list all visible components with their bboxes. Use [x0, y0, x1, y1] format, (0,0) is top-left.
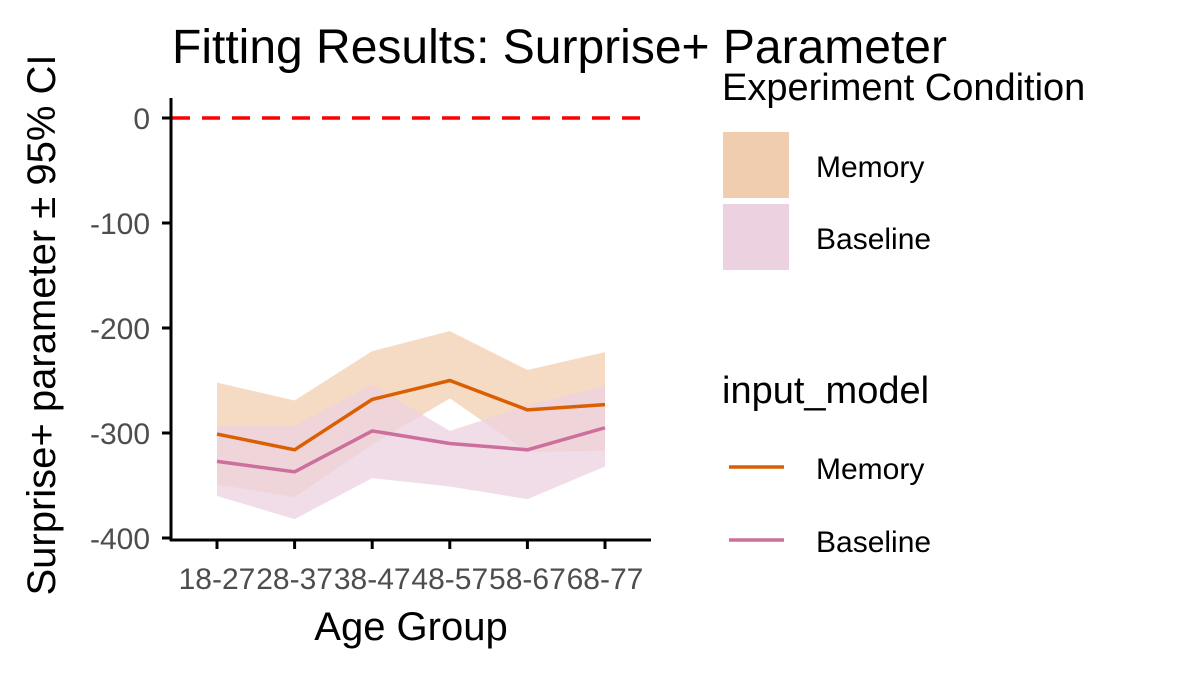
legend-key-memory-fill [723, 132, 789, 198]
series-line-baseline [216, 426, 606, 474]
legend-experiment-condition: Experiment Condition Memory Baseline [722, 67, 1085, 270]
series-lines [216, 378, 606, 474]
ci-ribbons [217, 331, 605, 520]
x-ticks: 18-27 28-37 38-47 48-57 58-67 68-77 [179, 540, 644, 596]
legend-label-baseline: Baseline [816, 223, 931, 256]
chart-title: Fitting Results: Surprise+ Parameter [172, 21, 947, 74]
y-tick-label: -300 [90, 418, 150, 451]
plot-area [172, 116, 651, 520]
y-tick-label: 0 [133, 103, 150, 136]
legend-label-memory: Memory [816, 151, 924, 184]
x-tick-label: 48-57 [411, 563, 488, 596]
legend-label-baseline-line: Baseline [816, 526, 931, 559]
y-ticks: 0 -100 -200 -300 -400 [90, 103, 171, 556]
y-tick-label: -200 [90, 313, 150, 346]
legend-title-experiment-condition: Experiment Condition [722, 67, 1085, 109]
y-tick-label: -400 [90, 523, 150, 556]
series-line-memory [216, 378, 606, 452]
y-tick-label: -100 [90, 208, 150, 241]
y-axis-title: Surprise+ parameter ± 95% CI [20, 54, 64, 595]
legend-key-baseline-fill [723, 204, 789, 270]
x-axis-title: Age Group [314, 605, 507, 649]
legend-title-input-model: input_model [722, 370, 929, 412]
legend-input-model: input_model Memory Baseline [722, 370, 931, 559]
x-tick-label: 18-27 [179, 563, 256, 596]
x-tick-label: 68-77 [567, 563, 644, 596]
ci-ribbon-baseline [217, 384, 605, 520]
x-tick-label: 58-67 [489, 563, 566, 596]
x-tick-label: 38-47 [334, 563, 411, 596]
x-tick-label: 28-37 [256, 563, 333, 596]
legend-label-memory-line: Memory [816, 453, 924, 486]
axes: 0 -100 -200 -300 -400 18-27 28-37 38-47 48-57 58… [90, 98, 651, 596]
